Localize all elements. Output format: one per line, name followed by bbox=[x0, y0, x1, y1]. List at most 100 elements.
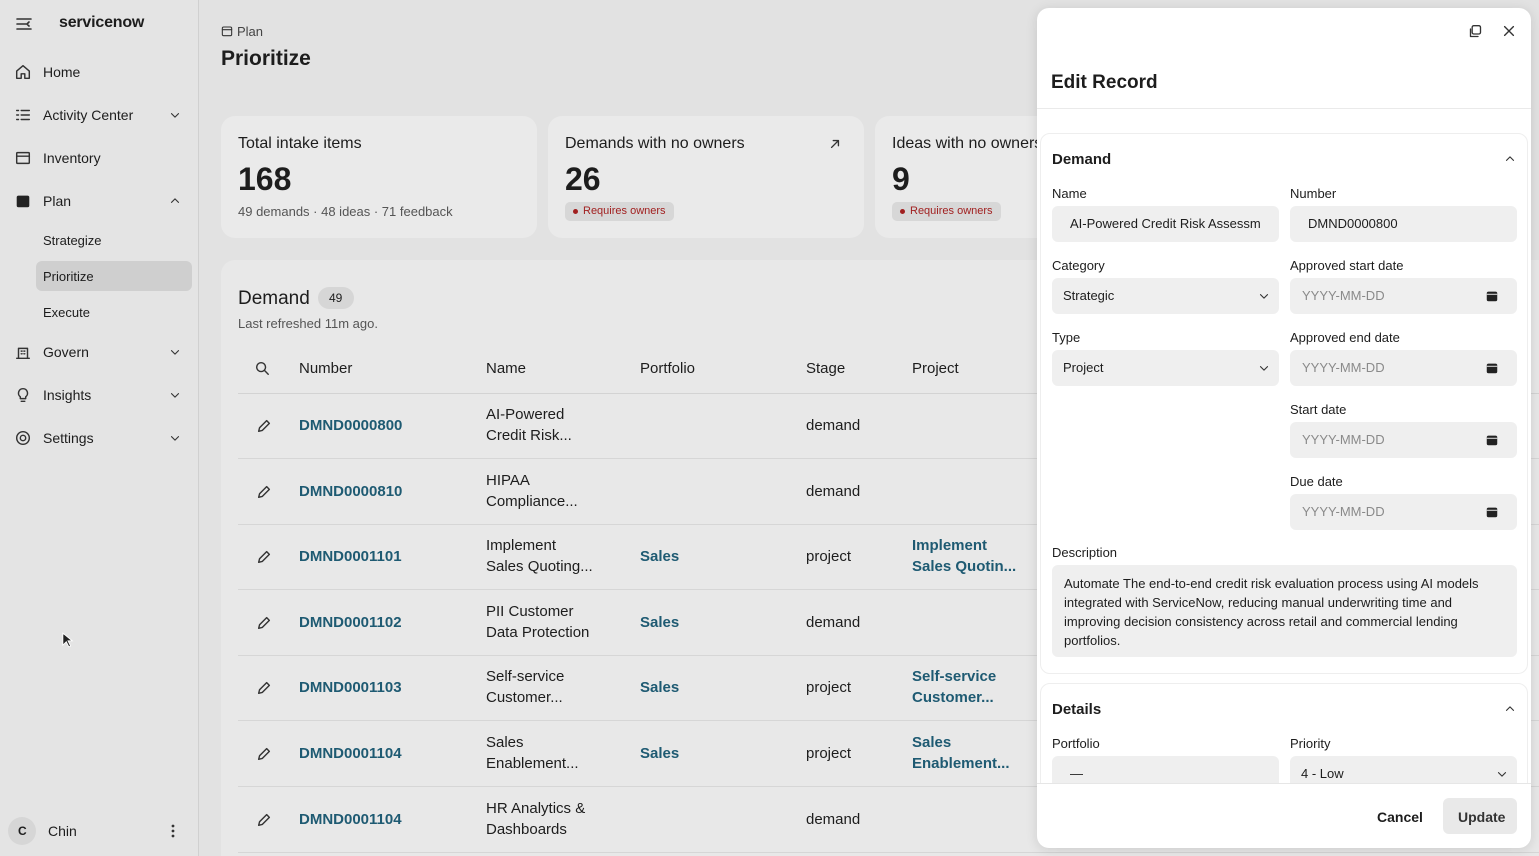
edit-icon bbox=[257, 747, 271, 761]
edit-record-modal: Edit Record Demand Name AI-Powered Credit R… bbox=[1037, 8, 1531, 848]
edit-icon bbox=[257, 682, 271, 695]
status-badge: Requires owners bbox=[892, 202, 1001, 221]
stage: project bbox=[806, 548, 852, 566]
table-row: DMND0001103 Self-service Customer... Sales p… bbox=[238, 656, 1539, 722]
sub-nav-item[interactable]: Execute bbox=[36, 297, 192, 327]
project-link: Sales bbox=[912, 734, 952, 751]
nav-item[interactable]: Settings bbox=[8, 420, 192, 456]
calendar-icon bbox=[1486, 507, 1498, 518]
count-badge: 49 bbox=[318, 287, 354, 309]
record-name: Self-service bbox=[486, 668, 565, 686]
portfolio-link[interactable]: Sales bbox=[640, 613, 680, 631]
text-input[interactable]: DMND0000800 bbox=[1290, 206, 1517, 242]
nav-icon bbox=[15, 64, 31, 80]
input-value: 4 - Low bbox=[1301, 766, 1344, 781]
project-link: Customer... bbox=[912, 689, 994, 707]
more-icon bbox=[171, 824, 175, 838]
chevron bbox=[170, 436, 180, 441]
collapse-icon bbox=[1505, 156, 1515, 161]
avatar-initial: C bbox=[18, 824, 27, 838]
date-input[interactable]: YYYY-MM-DD bbox=[1290, 278, 1517, 314]
field-label: Portfolio bbox=[1052, 736, 1100, 751]
menu-icon bbox=[16, 18, 32, 30]
select-input[interactable]: Project bbox=[1052, 350, 1279, 386]
record-number-link[interactable]: DMND0001104 bbox=[299, 810, 402, 828]
portfolio-link[interactable]: Sales bbox=[640, 679, 680, 697]
nav-item[interactable]: Govern bbox=[8, 334, 192, 370]
record-number-link[interactable]: DMND0001102 bbox=[299, 613, 402, 631]
page-title: Prioritize bbox=[221, 47, 311, 70]
sub-nav-item[interactable]: Strategize bbox=[36, 225, 192, 255]
record-number-link[interactable]: DMND0000800 bbox=[299, 417, 403, 434]
nav-icon bbox=[15, 109, 31, 121]
section-title: Details bbox=[1052, 701, 1102, 718]
update-label: Update bbox=[1458, 809, 1506, 825]
table-row: DMND0001104 HR Analytics & Dashboards deman… bbox=[238, 788, 1539, 853]
edit-icon bbox=[257, 551, 271, 564]
card-title: Total intake items bbox=[238, 135, 362, 152]
nav-item[interactable]: Home bbox=[8, 54, 192, 90]
chevron bbox=[170, 393, 180, 398]
nav-item[interactable]: Insights bbox=[8, 377, 192, 413]
status-badge: Requires owners bbox=[565, 202, 674, 221]
nav-item[interactable]: Activity Center bbox=[8, 97, 192, 133]
table-row: DMND0000810 HIPAA Compliance... demand bbox=[238, 460, 1539, 525]
record-number-link[interactable]: DMND0001101 bbox=[299, 548, 402, 566]
nav-icon bbox=[16, 195, 30, 208]
update-button[interactable]: Update bbox=[1443, 798, 1517, 834]
portfolio-link[interactable]: Sales bbox=[640, 548, 680, 566]
record-number-link[interactable]: DMND0001103 bbox=[299, 679, 402, 697]
record-number-link[interactable]: DMND0001104 bbox=[299, 745, 402, 762]
input-placeholder: YYYY-MM-DD bbox=[1302, 360, 1385, 375]
sub-nav-item[interactable]: Prioritize bbox=[36, 261, 192, 291]
input-placeholder: YYYY-MM-DD bbox=[1302, 288, 1385, 303]
edit-icon bbox=[257, 616, 271, 629]
date-input[interactable]: YYYY-MM-DD bbox=[1290, 350, 1517, 386]
user-name: Chin bbox=[48, 823, 77, 839]
record-number-link[interactable]: DMND0000810 bbox=[299, 482, 403, 500]
select-input[interactable]: 4 - Low bbox=[1290, 756, 1517, 783]
date-input[interactable]: YYYY-MM-DD bbox=[1290, 494, 1517, 530]
sub-nav-label: Strategize bbox=[43, 233, 102, 248]
card-value: 26 bbox=[565, 161, 601, 197]
text-input[interactable]: — bbox=[1052, 756, 1279, 783]
stage: demand bbox=[806, 417, 861, 434]
record-name: Compliance... bbox=[486, 492, 578, 510]
demand-section: Demand Name AI-Powered Credit Risk Assessm… bbox=[1040, 133, 1528, 674]
select-input[interactable]: Strategic bbox=[1052, 278, 1279, 314]
stage: demand bbox=[806, 613, 861, 631]
date-input[interactable]: YYYY-MM-DD bbox=[1290, 422, 1517, 458]
chevron bbox=[1259, 366, 1269, 371]
field-label: Start date bbox=[1290, 402, 1347, 417]
nav-item[interactable]: Inventory bbox=[8, 140, 192, 176]
stage: project bbox=[806, 679, 852, 697]
description-textarea[interactable]: Automate The end-to-end credit risk eval… bbox=[1052, 565, 1517, 657]
field-label: Approved end date bbox=[1290, 330, 1400, 345]
modal-body: Demand Name AI-Powered Credit Risk Assessm… bbox=[1037, 109, 1531, 783]
cancel-button[interactable]: Cancel bbox=[1377, 809, 1423, 825]
nav-label: Settings bbox=[43, 430, 94, 446]
record-name: Sales Quoting... bbox=[486, 558, 593, 576]
count-text: 49 bbox=[329, 291, 343, 305]
record-name: AI-Powered bbox=[486, 406, 565, 423]
text-input[interactable]: AI-Powered Credit Risk Assessm bbox=[1052, 206, 1279, 242]
input-placeholder: YYYY-MM-DD bbox=[1302, 432, 1385, 447]
input-value: Strategic bbox=[1063, 288, 1115, 303]
card-value: 9 bbox=[892, 161, 910, 197]
project-link: Enablement... bbox=[912, 755, 1010, 772]
record-name: Sales bbox=[486, 734, 524, 751]
user-profile[interactable]: C Chin bbox=[8, 815, 192, 847]
nav-label: Plan bbox=[43, 193, 72, 209]
card-title: Demands with no owners bbox=[565, 135, 745, 152]
nav-item[interactable]: Plan bbox=[8, 183, 192, 219]
avatar: C bbox=[8, 817, 36, 845]
badge-dot bbox=[573, 209, 578, 214]
sidebar: servicenow Home Activity Center Inventory Pl… bbox=[0, 0, 199, 856]
portfolio-link[interactable]: Sales bbox=[640, 745, 680, 762]
metric-card: Demands with no owners 26 Requires owners bbox=[548, 116, 864, 238]
nav-icon bbox=[15, 430, 31, 446]
collapse-icon bbox=[1505, 706, 1515, 711]
open-link-icon bbox=[830, 139, 840, 149]
